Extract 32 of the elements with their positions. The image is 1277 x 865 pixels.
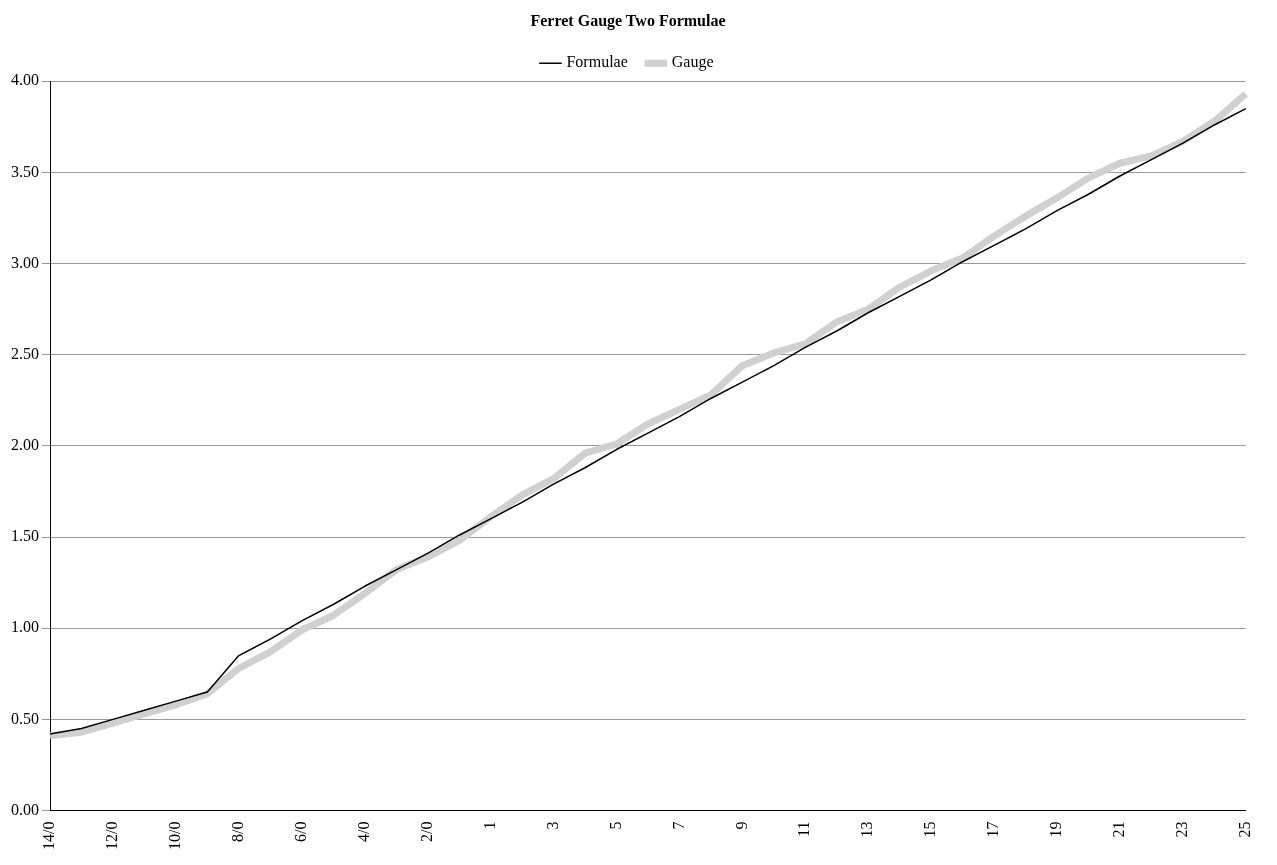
chart-title: Ferret Gauge Two Formulae [530,11,726,30]
legend-label: Formulae [566,53,628,71]
x-tick-label: 14/0 [40,821,58,851]
x-tick-label: 12/0 [103,821,121,851]
x-tick-label: 25 [1236,821,1253,838]
y-tick-label: 3.00 [11,253,39,271]
x-tick-label: 13 [858,821,876,838]
x-tick-label: 9 [732,821,750,830]
x-tick-label: 11 [795,821,813,837]
x-tick-label: 19 [1047,821,1065,838]
y-tick-label: 1.50 [11,527,39,545]
x-tick-label: 2/0 [417,821,435,843]
x-tick-label: 8/0 [229,821,247,843]
x-tick-label: 4/0 [354,821,372,843]
y-tick-label: 0.00 [11,800,39,818]
x-tick-label: 15 [921,821,939,838]
y-tick-label: 2.50 [11,344,39,362]
x-tick-label: 1 [480,821,498,830]
x-tick-label: 5 [606,821,624,830]
x-tick-label: 21 [1110,821,1128,838]
x-tick-label: 10/0 [166,821,184,851]
y-tick-label: 3.50 [11,162,39,180]
x-tick-label: 3 [543,821,561,830]
x-tick-label: 7 [669,821,687,830]
x-tick-label: 17 [984,821,1002,838]
y-tick-label: 1.00 [11,618,39,636]
y-tick-label: 0.50 [11,709,39,727]
y-tick-label: 2.00 [11,436,39,454]
x-tick-label: 6/0 [291,821,309,843]
x-tick-label: 23 [1173,821,1191,838]
y-tick-label: 4.00 [11,71,39,89]
legend-label: Gauge [671,53,714,72]
